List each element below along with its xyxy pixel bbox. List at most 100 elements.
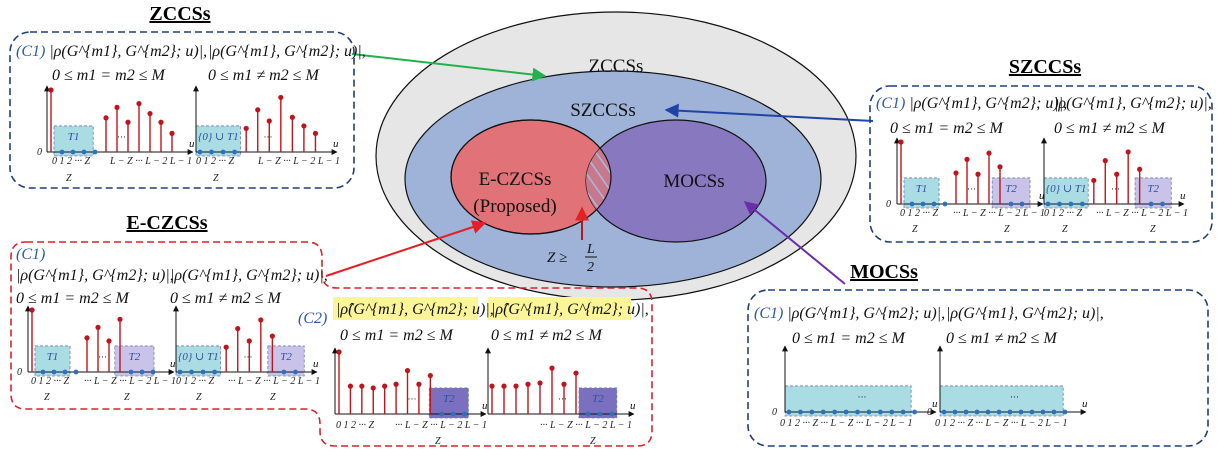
zero-point [843, 409, 849, 415]
venn-label-mocss: MOCSs [663, 171, 724, 192]
u-axis-label: u [932, 398, 938, 410]
zero-point [40, 369, 46, 375]
zero-point [1040, 409, 1046, 415]
stem-head [258, 317, 264, 323]
mocss-plot-auto: u ··· [782, 345, 938, 417]
zero-point [1068, 201, 1074, 207]
stem-head [986, 150, 992, 156]
zero-point [931, 201, 937, 207]
condition-label: Z ≥ L 2 [547, 242, 597, 275]
zero-point [73, 369, 79, 375]
region-label: {0} ∪ T1 [198, 131, 239, 143]
stem-head [525, 381, 531, 387]
zero-point [609, 411, 615, 417]
region-label: {0} ∪ T1 [178, 351, 219, 363]
zero-point [832, 409, 838, 415]
zero-point [281, 369, 287, 375]
arrow-zccs [351, 53, 547, 82]
region-label: T2 [592, 393, 604, 405]
svg-text:··· L − Z ··· L − 2 L − 1: ··· L − Z ··· L − 2 L − 1 [84, 376, 176, 387]
zero-point [59, 149, 65, 155]
zero-point [62, 369, 68, 375]
zero-point [177, 369, 183, 375]
region-label: T1 [916, 183, 928, 195]
zero-point [963, 409, 969, 415]
zero-point [150, 369, 156, 375]
szccs-plot-cross: {0} ∪ T1 T2 u ··· [1041, 137, 1186, 209]
zero-point [786, 409, 792, 415]
svg-text:0 1 2 ··· Z: 0 1 2 ··· Z [196, 156, 235, 167]
zero-point [900, 409, 906, 415]
svg-text:0 1 2 ··· Z: 0 1 2 ··· Z [31, 376, 70, 387]
svg-text:0: 0 [37, 147, 42, 158]
zero-point [985, 409, 991, 415]
zero-point [209, 149, 214, 155]
stem-head [370, 385, 376, 391]
svg-text:0 ≤ m1 = m2 ≤ M: 0 ≤ m1 = m2 ≤ M [16, 290, 130, 307]
stem-head [84, 335, 90, 341]
svg-text:2: 2 [587, 260, 594, 275]
svg-text:|ρ(G^{m1}, G^{m2}; u)|,: |ρ(G^{m1}, G^{m2}; u)|, [946, 305, 1104, 322]
stem-head [404, 368, 411, 374]
panel-mocss: MOCSs (C1) |ρ(G^{m1}, G^{m2}; u)|, 0 ≤ m… [747, 261, 1209, 447]
zero-point [974, 409, 980, 415]
zero-point [128, 369, 134, 375]
zero-point [941, 409, 947, 415]
region-label: T1 [68, 131, 80, 143]
eczcs-plot-c2-cross: T2 u ··· [485, 347, 636, 419]
svg-text:0 1 2 ··· Z: 0 1 2 ··· Z [176, 376, 215, 387]
svg-text:|ρ(G^{m1}, G^{m2}; u)|,: |ρ(G^{m1}, G^{m2}; u)|, [170, 267, 328, 284]
t2-region [114, 345, 155, 377]
panel-title-szccss: SZCCSs [1009, 56, 1081, 78]
svg-text:··· L − Z ··· L − 2 L − 1: ··· L − Z ··· L − 2 L − 1 [540, 420, 632, 431]
stem-head [114, 104, 120, 110]
stem-head [246, 338, 252, 344]
stem-head [997, 164, 1003, 170]
stem-head [975, 171, 981, 177]
stem-head [964, 156, 970, 162]
zero-point [197, 149, 203, 155]
zero-point [912, 409, 917, 415]
zero-point [996, 409, 1002, 415]
stem-head [106, 338, 112, 344]
arrow-eczcs [325, 220, 487, 277]
zero-point [1018, 409, 1024, 415]
arrow-szccs [664, 103, 874, 122]
stem-head [1137, 166, 1143, 172]
mocss-plot-cross: u ··· [937, 345, 1088, 417]
svg-text:L: L [586, 242, 595, 257]
svg-text:··· L − Z ··· L − 2 L − 1: ··· L − Z ··· L − 2 L − 1 [1096, 208, 1188, 219]
svg-text:Z: Z [1004, 224, 1010, 235]
zero-point [92, 149, 98, 155]
stem-head [336, 349, 342, 355]
zero-point [81, 149, 87, 155]
eczcs-plot-c1-cross: {0} ∪ T1 T2 u ··· [173, 305, 319, 377]
stem-head [561, 381, 567, 387]
ellipsis: ··· [1111, 184, 1120, 194]
stem-head [359, 383, 365, 389]
svg-text:Z: Z [270, 392, 276, 403]
svg-text:|ρ(G^{m1}, G^{m2}; u)|,: |ρ(G^{m1}, G^{m2}; u)|, [208, 43, 366, 60]
stem-head [243, 125, 249, 132]
stem-head [393, 381, 399, 387]
svg-text:|ρ(G^{m1}, G^{m2}; u)|,: |ρ(G^{m1}, G^{m2}; u)|, [1054, 95, 1212, 112]
svg-text:0: 0 [927, 407, 932, 418]
stem-head [312, 130, 319, 136]
stem-head [1091, 177, 1097, 184]
svg-text:(C1) |ρ(G^{m1}, G^{m2}; u)|,: (C1) |ρ(G^{m1}, G^{m2}; u)|, [754, 305, 945, 322]
svg-text:(C2): (C2) [298, 310, 327, 327]
svg-text:0: 0 [17, 367, 22, 378]
zero-point [439, 411, 445, 417]
region-label: {0} ∪ T1 [1046, 183, 1087, 195]
svg-text:(C1) |ρ(G^{m1}, G^{m2}; u)|,: (C1) |ρ(G^{m1}, G^{m2}; u)|, [16, 43, 207, 60]
zero-point [139, 369, 145, 375]
panel-title-mocss: MOCSs [850, 261, 918, 283]
svg-text:0 ≤ m1 = m2 ≤ M: 0 ≤ m1 = m2 ≤ M [890, 120, 1004, 137]
svg-text:(C1): (C1) [16, 246, 45, 263]
stem-head [269, 333, 275, 339]
u-axis-label: u [189, 138, 195, 150]
venn-label-eczcs: E-CZCSs [479, 169, 552, 190]
svg-text:Z: Z [912, 224, 918, 235]
zero-point [450, 411, 456, 417]
zccs-plot-auto: T1 u ··· [44, 85, 195, 157]
